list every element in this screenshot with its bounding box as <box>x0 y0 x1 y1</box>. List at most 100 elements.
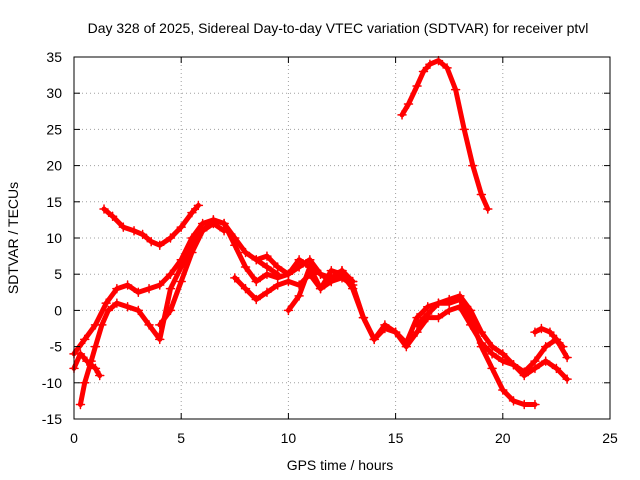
data-point <box>240 262 251 272</box>
data-point <box>442 63 452 73</box>
data-point <box>326 265 337 276</box>
data-point <box>433 312 444 323</box>
data-point <box>459 124 469 135</box>
data-point <box>562 374 572 384</box>
data-point <box>530 356 540 366</box>
series-trace-arc-11 <box>399 58 491 212</box>
data-point <box>450 84 461 95</box>
data-point <box>176 254 186 265</box>
data-point <box>380 323 390 334</box>
y-tick-label: 15 <box>46 194 62 210</box>
series-trace-arc-5 <box>157 217 356 328</box>
data-point <box>476 327 487 337</box>
y-tick-label: -5 <box>50 339 63 355</box>
data-point <box>155 280 165 290</box>
data-point <box>455 291 465 301</box>
data-point <box>540 341 551 352</box>
data-point <box>519 399 529 410</box>
data-point <box>397 110 407 120</box>
x-axis-label: GPS time / hours <box>287 457 394 473</box>
data-point <box>530 327 540 337</box>
data-point <box>315 283 326 294</box>
data-point <box>112 298 122 308</box>
data-point <box>262 251 272 261</box>
data-point <box>90 341 101 352</box>
data-point <box>483 204 493 214</box>
series-trace-arc-3 <box>71 217 281 357</box>
data-point <box>530 399 540 410</box>
data-point <box>283 305 294 316</box>
data-point <box>146 236 156 247</box>
data-point <box>94 370 105 381</box>
data-point <box>347 280 358 290</box>
data-point <box>433 298 444 308</box>
data-point <box>401 341 412 352</box>
data-point <box>75 399 86 410</box>
y-tick-label: 35 <box>46 49 62 65</box>
data-point <box>283 269 294 279</box>
y-tick-label: 5 <box>54 266 62 282</box>
data-point <box>498 349 508 359</box>
data-point <box>137 229 148 240</box>
data-point <box>476 189 487 200</box>
data-point <box>272 280 283 290</box>
data-point <box>487 341 497 352</box>
axis-ticks: 0 5 10 15 20 25 -15 -10 -5 0 5 10 15 20 25 30 35 <box>42 49 618 446</box>
data-point <box>305 262 315 272</box>
x-tick-label: 25 <box>602 430 618 446</box>
data-point <box>112 283 122 294</box>
data-point <box>423 309 433 319</box>
data-point <box>315 269 326 279</box>
data-point <box>358 312 369 323</box>
data-point <box>144 283 154 294</box>
data-point <box>558 341 568 352</box>
data-point <box>133 305 144 316</box>
chart-title: Day 328 of 2025, Sidereal Day-to-day VTE… <box>88 20 589 36</box>
data-point <box>433 55 444 66</box>
data-point <box>144 320 154 330</box>
data-point <box>133 287 144 298</box>
data-point <box>101 298 111 308</box>
data-point <box>551 334 562 345</box>
data-point <box>508 359 519 370</box>
data-point <box>294 254 304 265</box>
data-point <box>412 320 422 330</box>
data-point <box>369 334 379 345</box>
data-point <box>390 327 401 337</box>
data-point <box>403 99 414 109</box>
data-point <box>103 305 114 316</box>
data-point <box>165 283 176 294</box>
data-point <box>272 262 283 272</box>
data-point <box>251 276 261 287</box>
data-point <box>487 363 497 374</box>
data-point <box>540 356 551 366</box>
data-point <box>326 276 337 287</box>
data-point <box>418 66 429 77</box>
data-point <box>262 287 272 298</box>
data-point <box>468 160 478 171</box>
data-point <box>122 280 133 290</box>
x-tick-label: 5 <box>177 430 185 446</box>
data-point <box>155 240 165 250</box>
data-point <box>208 215 219 225</box>
data-point <box>187 247 197 258</box>
data-point <box>251 294 261 305</box>
data-point <box>219 218 229 229</box>
data-point <box>99 204 109 214</box>
data-point <box>79 334 90 345</box>
data-point <box>193 200 204 211</box>
y-tick-label: -15 <box>42 411 62 427</box>
data-point <box>465 320 476 330</box>
data-point <box>165 269 176 279</box>
data-point <box>79 378 90 388</box>
y-tick-label: 20 <box>46 158 62 174</box>
data-point <box>562 352 572 363</box>
y-tick-label: 25 <box>46 121 62 137</box>
data-point <box>90 363 101 374</box>
data-point <box>155 334 165 345</box>
data-point <box>75 349 86 359</box>
data-point <box>165 233 176 243</box>
data-point <box>129 226 139 236</box>
x-tick-label: 0 <box>70 430 78 446</box>
data-point <box>155 320 165 330</box>
